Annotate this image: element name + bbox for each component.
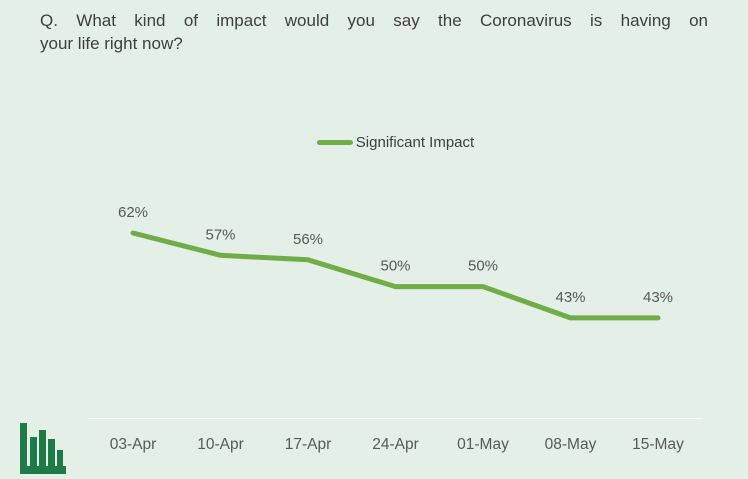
data-label: 43% (555, 289, 585, 306)
legend-line-swatch (316, 139, 353, 145)
x-axis-label: 01-May (457, 436, 509, 453)
x-axis-label: 10-Apr (197, 436, 244, 453)
x-axis-label: 03-Apr (110, 436, 157, 453)
data-labels: 62% 57% 56% 50% 50% 43% 43% (118, 204, 673, 306)
data-label: 43% (643, 289, 673, 306)
x-axis-labels: 03-Apr 10-Apr 17-Apr 24-Apr 01-May 08-May 15-M… (110, 436, 684, 453)
bar-chart-icon (20, 423, 66, 474)
question-title-line1: Q. What kind of impact would you say the… (40, 11, 708, 30)
x-axis-label: 24-Apr (372, 436, 419, 453)
chart-legend: Significant Impact (88, 131, 703, 153)
x-axis-label: 08-May (545, 436, 597, 453)
question-title-line2: your life right now? (40, 34, 183, 53)
question-title: Q. What kind of impact would you say the… (40, 9, 708, 55)
data-label: 50% (380, 258, 410, 275)
legend-label: Significant Impact (355, 133, 475, 151)
data-label: 56% (293, 231, 323, 248)
data-label: 50% (468, 258, 498, 275)
x-axis-label: 15-May (632, 436, 684, 453)
impact-line (130, 230, 661, 321)
x-axis-label: 17-Apr (285, 436, 332, 453)
data-label: 62% (118, 204, 148, 221)
data-label: 57% (205, 226, 235, 243)
